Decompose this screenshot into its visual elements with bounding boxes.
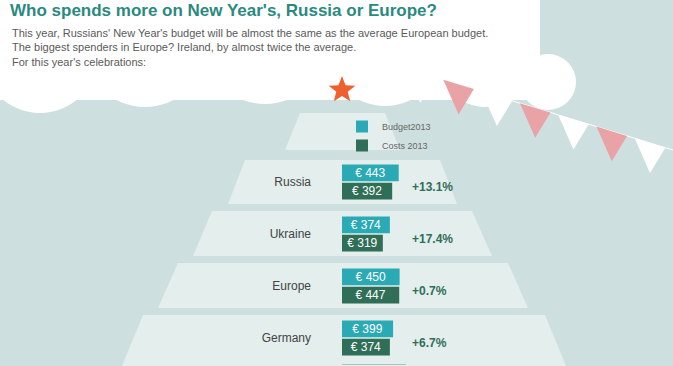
- svg-text:€ 443: € 443: [355, 166, 385, 180]
- svg-text:Ukraine: Ukraine: [270, 227, 312, 241]
- svg-text:Germany: Germany: [262, 331, 311, 345]
- svg-text:€ 447: € 447: [355, 288, 385, 302]
- svg-text:+13.1%: +13.1%: [412, 180, 453, 194]
- svg-text:+0.7%: +0.7%: [412, 284, 447, 298]
- svg-text:Costs 2013: Costs 2013: [382, 141, 428, 151]
- svg-text:€ 392: € 392: [352, 184, 382, 198]
- svg-text:This year, Russians' New Year': This year, Russians' New Year's budget w…: [12, 27, 488, 68]
- svg-text:€ 374: € 374: [351, 218, 381, 232]
- svg-text:Russia: Russia: [274, 175, 311, 189]
- svg-text:€ 450: € 450: [356, 270, 386, 284]
- svg-text:+17.4%: +17.4%: [412, 232, 453, 246]
- svg-text:Europe: Europe: [272, 279, 311, 293]
- svg-text:€ 399: € 399: [352, 322, 382, 336]
- svg-text:€ 374: € 374: [351, 340, 381, 354]
- svg-text:Who spends more on New Year's,: Who spends more on New Year's, Russia or…: [10, 1, 437, 20]
- svg-text:€ 319: € 319: [347, 236, 377, 250]
- svg-text:+6.7%: +6.7%: [412, 336, 447, 350]
- svg-text:Budget2013: Budget2013: [382, 122, 431, 132]
